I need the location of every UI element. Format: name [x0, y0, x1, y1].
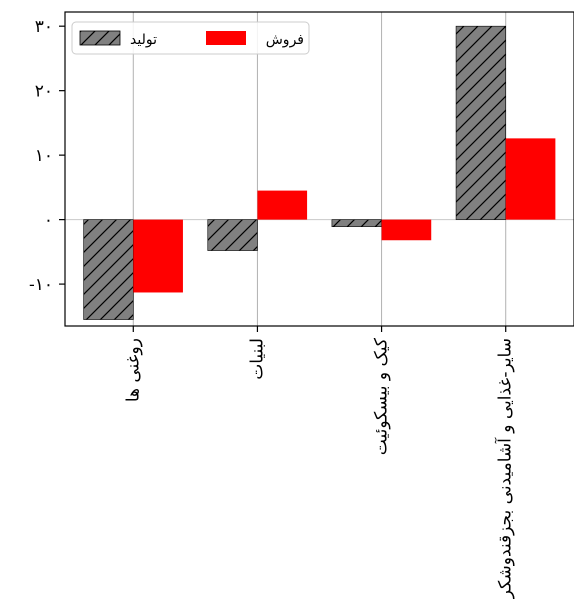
x-category-label: لبنیات [247, 338, 267, 380]
x-category-label: کیک و بیسکوئیت [372, 337, 392, 455]
grid-lines [132, 12, 507, 326]
legend: تولید فروش [71, 21, 310, 55]
y-tick-label: ۳۰ [35, 17, 53, 37]
plot-frame [64, 11, 574, 327]
y-tick-label: ۱۰ [35, 146, 53, 166]
x-category-label: سایر-غذایی و آشامیدنی بجزقندوشکر [494, 338, 516, 599]
bar-sales-3 [505, 138, 556, 220]
legend-swatch-production-hatch [80, 31, 120, 45]
x-category-label: روغنی ها [123, 338, 143, 402]
legend-swatch-sales [206, 31, 246, 45]
x-axis: روغنی ها لبنیات کیک و بیسکوئیت سایر-غذایی و… [123, 326, 516, 599]
bar-production-hatch-2 [331, 219, 382, 227]
y-tick-label: ۰ [44, 211, 53, 231]
bar-production-hatch-0 [83, 219, 134, 320]
y-tick-label: -۱۰ [29, 275, 53, 295]
bar-sales-2 [381, 219, 432, 241]
bar-sales-0 [133, 219, 183, 293]
legend-label-sales: فروش [266, 32, 304, 48]
y-axis: -۱۰ ۰ ۱۰ ۲۰ ۳۰ [29, 17, 65, 295]
legend-label-production: تولید [130, 32, 157, 48]
bar-production-hatch-1 [207, 219, 258, 251]
bar-sales-1 [257, 190, 308, 220]
bars [83, 25, 556, 320]
bar-production-hatch-3 [456, 26, 506, 220]
y-tick-label: ۲۰ [35, 82, 53, 102]
legend-box [71, 21, 310, 55]
